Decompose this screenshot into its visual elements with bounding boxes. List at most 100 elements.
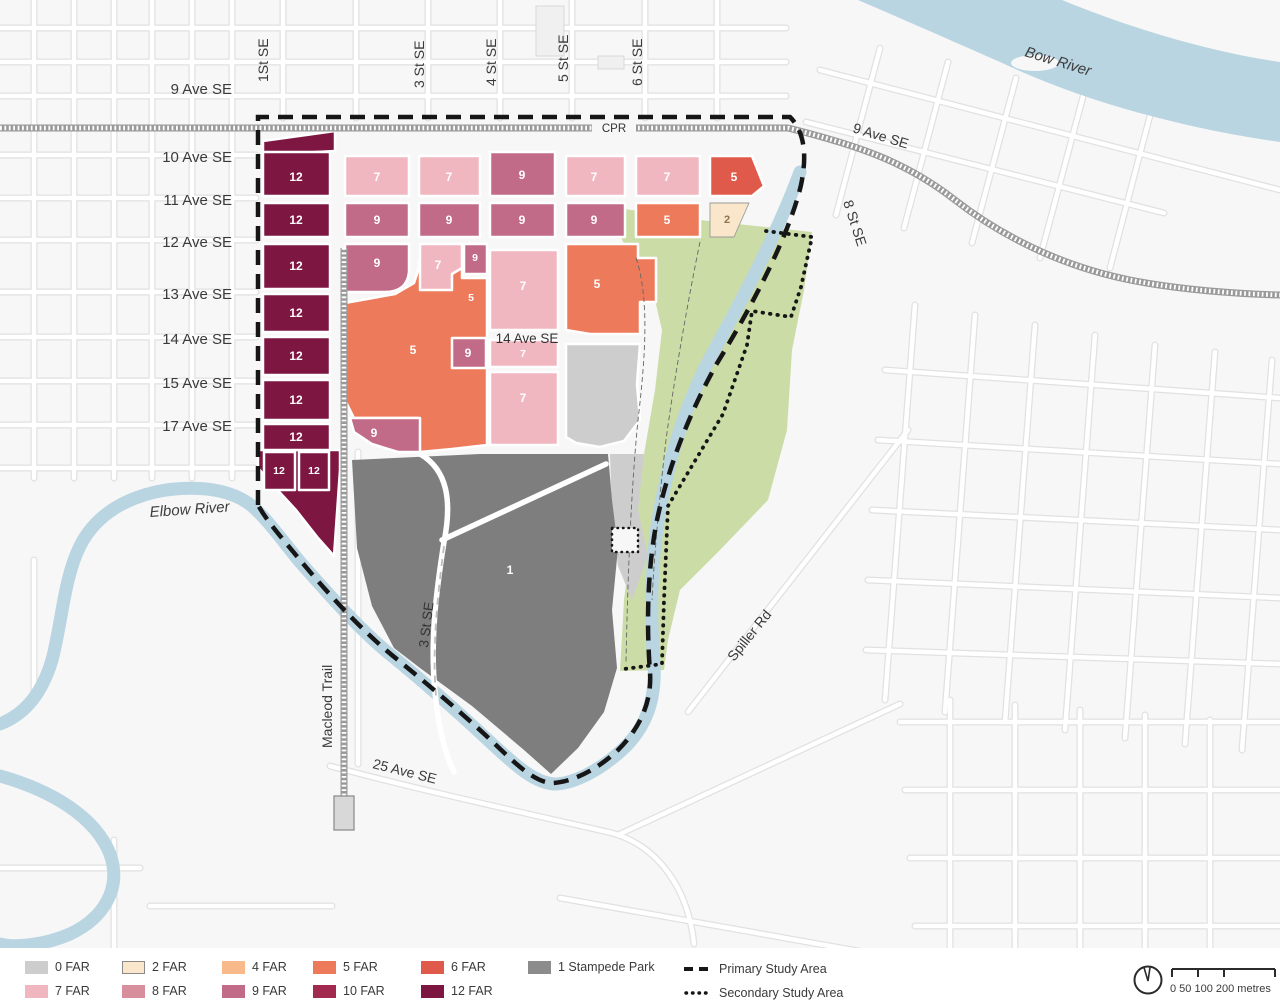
parcel-12far bbox=[262, 450, 297, 492]
parcel-0far bbox=[564, 342, 642, 449]
stampede-internal-roads bbox=[417, 451, 609, 775]
label-9-ave-se: 9 Ave SE bbox=[171, 81, 232, 98]
parcel-12far bbox=[261, 335, 332, 377]
svg-text:7: 7 bbox=[591, 170, 598, 184]
legend-swatch-9far bbox=[222, 984, 245, 998]
svg-text:9: 9 bbox=[472, 252, 478, 264]
legend-item-6far: 6 FAR bbox=[421, 960, 486, 974]
svg-text:12: 12 bbox=[289, 430, 303, 444]
svg-text:9: 9 bbox=[519, 213, 526, 227]
legend-item-8far: 8 FAR bbox=[122, 984, 187, 998]
north-arrow-icon bbox=[1133, 965, 1163, 995]
parcel-7far bbox=[634, 154, 702, 198]
svg-text:9: 9 bbox=[374, 213, 381, 227]
svg-text:7: 7 bbox=[520, 279, 527, 293]
svg-text:1: 1 bbox=[507, 563, 514, 577]
cpr-label: CPR bbox=[602, 123, 626, 135]
park-trails bbox=[625, 241, 701, 663]
svg-text:5: 5 bbox=[468, 292, 474, 304]
far-parcels bbox=[256, 129, 766, 558]
legend-label: 2 FAR bbox=[152, 960, 187, 974]
label-15-ave-se: 15 Ave SE bbox=[162, 375, 232, 392]
svg-text:5: 5 bbox=[731, 170, 738, 184]
legend-label: 8 FAR bbox=[152, 984, 187, 998]
parcel-9far bbox=[417, 201, 482, 239]
legend-item-secondary-boundary: Secondary Study Area bbox=[684, 986, 843, 1000]
parcel-5far bbox=[708, 154, 766, 198]
park-green-area bbox=[618, 208, 812, 671]
svg-text:9: 9 bbox=[465, 346, 472, 360]
label-11-ave-se: 11 Ave SE bbox=[163, 192, 232, 209]
legend-swatch-12far bbox=[421, 984, 444, 998]
parcel-12far bbox=[261, 378, 332, 422]
legend-swatch-4far bbox=[222, 960, 245, 974]
parcel-9far bbox=[564, 201, 627, 239]
label-12-ave-se: 12 Ave SE bbox=[162, 234, 232, 251]
svg-text:7: 7 bbox=[520, 391, 527, 405]
primary-boundary-sample bbox=[684, 967, 712, 971]
parcel-12far bbox=[261, 292, 332, 334]
svg-text:5: 5 bbox=[594, 277, 601, 291]
svg-text:12: 12 bbox=[289, 213, 303, 227]
legend-swatch-7far bbox=[25, 984, 48, 998]
scale-label: 0 50 100 200 metres bbox=[1170, 983, 1271, 995]
parcel-9far bbox=[348, 416, 422, 454]
legend-swatch-6far bbox=[421, 960, 444, 974]
label-14-ave-se-inner: 14 Ave SE bbox=[496, 331, 559, 346]
lrt-railway bbox=[333, 248, 355, 831]
legend-swatch-stampede bbox=[528, 960, 551, 974]
legend-swatch-2far bbox=[122, 960, 145, 974]
svg-text:12: 12 bbox=[273, 465, 285, 477]
secondary-study-boundary bbox=[622, 229, 815, 671]
svg-text:12: 12 bbox=[289, 170, 303, 184]
lrt-station-icon bbox=[333, 795, 355, 831]
svg-text:12: 12 bbox=[289, 349, 303, 363]
label-10-ave-se: 10 Ave SE bbox=[162, 149, 232, 166]
legend-label: Primary Study Area bbox=[719, 962, 827, 976]
svg-text:9: 9 bbox=[374, 256, 381, 270]
parcel-9far bbox=[488, 201, 557, 239]
label-elbow-river: Elbow River bbox=[149, 498, 231, 521]
parcel-labels: 12 12 12 12 12 12 12 12 12 7 9 9 9 7 9 7… bbox=[273, 168, 738, 577]
svg-text:9: 9 bbox=[519, 168, 526, 182]
svg-text:5: 5 bbox=[410, 343, 417, 357]
svg-text:12: 12 bbox=[289, 259, 303, 273]
legend-item-7far: 7 FAR bbox=[25, 984, 90, 998]
road-centerline-dashes bbox=[433, 545, 445, 697]
legend-label: 0 FAR bbox=[55, 960, 90, 974]
svg-text:12: 12 bbox=[289, 306, 303, 320]
legend-swatch-10far bbox=[313, 984, 336, 998]
label-3-st-se: 3 St SE bbox=[411, 41, 427, 88]
parcel-5far bbox=[564, 242, 658, 336]
label-14-ave-se: 14 Ave SE bbox=[162, 331, 232, 348]
legend-label: 4 FAR bbox=[252, 960, 287, 974]
svg-text:7: 7 bbox=[520, 348, 526, 360]
north-scale-group: 0 50 100 200 metres bbox=[1133, 965, 1276, 995]
parcel-12far bbox=[261, 150, 332, 198]
svg-text:12: 12 bbox=[308, 465, 320, 477]
legend-item-5far: 5 FAR bbox=[313, 960, 378, 974]
label-macleod-trail: Macleod Trail bbox=[319, 665, 335, 748]
parcel-5far bbox=[634, 201, 702, 239]
legend-item-stampede: 1 Stampede Park bbox=[528, 960, 655, 974]
legend-swatch-5far bbox=[313, 960, 336, 974]
svg-text:5: 5 bbox=[664, 213, 671, 227]
svg-text:9: 9 bbox=[371, 426, 378, 440]
map-legend: 0 FAR 2 FAR 4 FAR 5 FAR 6 FAR 1 Stampede… bbox=[0, 948, 1280, 1006]
parcel-12far-sliver bbox=[261, 129, 337, 157]
legend-item-12far: 12 FAR bbox=[421, 984, 493, 998]
legend-item-4far: 4 FAR bbox=[222, 960, 287, 974]
label-3-st-se-inner: 3 St SE bbox=[416, 601, 436, 648]
scale-bar bbox=[1171, 968, 1276, 977]
label-5-st-se: 5 St SE bbox=[555, 35, 571, 82]
parcel-9far bbox=[450, 336, 488, 370]
legend-label: 7 FAR bbox=[55, 984, 90, 998]
bow-river bbox=[858, 0, 1280, 142]
parcel-9far bbox=[488, 150, 557, 198]
parcel-7far bbox=[488, 338, 560, 369]
parcel-9far bbox=[462, 242, 489, 276]
svg-text:7: 7 bbox=[435, 258, 442, 272]
parcel-2far bbox=[709, 202, 750, 238]
label-17-ave-se: 17 Ave SE bbox=[162, 418, 232, 435]
